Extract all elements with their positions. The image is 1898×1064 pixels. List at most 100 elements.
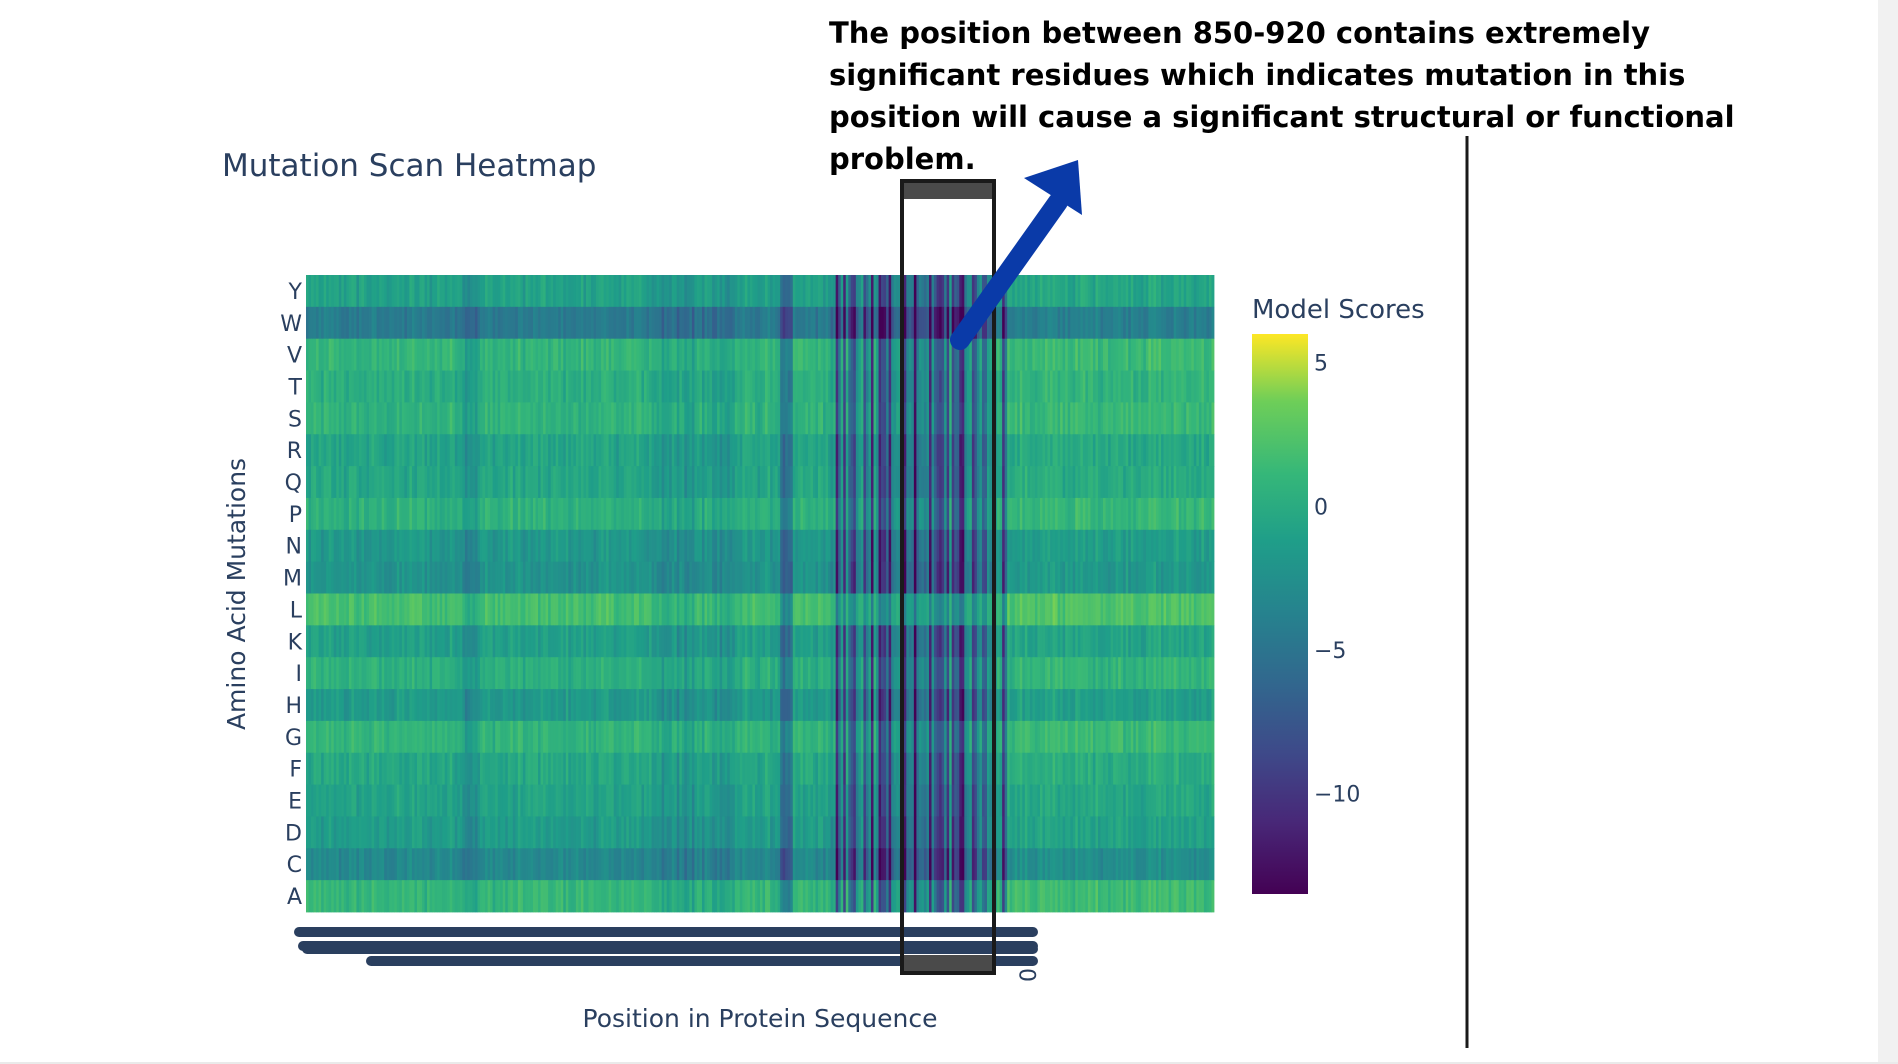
heatmap-cell [1014, 561, 1018, 594]
heatmap-cell [760, 338, 763, 371]
heatmap-cell [606, 370, 610, 403]
heatmap-cell [411, 625, 415, 658]
heatmap-cell [787, 434, 791, 467]
heatmap-cell [585, 434, 589, 467]
heatmap-cell [583, 529, 587, 563]
heatmap-cell [717, 306, 721, 340]
heatmap-cell [954, 625, 958, 658]
heatmap-cell [575, 402, 579, 435]
heatmap-cell [643, 657, 647, 690]
heatmap-cell [1145, 370, 1149, 403]
heatmap-cell [578, 306, 582, 340]
heatmap-cell [550, 338, 554, 371]
heatmap-cell [621, 625, 625, 658]
heatmap-cell [502, 625, 506, 658]
heatmap-cell [921, 657, 925, 690]
heatmap-cell [964, 370, 968, 403]
heatmap-cell [386, 338, 390, 371]
heatmap-cell [1113, 593, 1117, 626]
heatmap-cell [424, 434, 428, 467]
heatmap-cell [659, 497, 663, 531]
heatmap-cell [828, 593, 832, 626]
heatmap-cell [573, 434, 577, 467]
heatmap-cell [1034, 466, 1038, 499]
heatmap-cell [444, 306, 448, 340]
heatmap-cell [934, 402, 937, 435]
heatmap-cell [348, 338, 352, 371]
heatmap-cell [434, 561, 438, 594]
heatmap-cell [961, 689, 965, 722]
heatmap-cell [691, 466, 695, 499]
heatmap-cell [984, 657, 988, 690]
heatmap-cell [800, 466, 804, 499]
heatmap-cell [747, 402, 751, 435]
heatmap-cell [916, 370, 920, 403]
heatmap-cell [444, 370, 448, 403]
heatmap-cell [376, 657, 380, 690]
heatmap-cell [462, 338, 466, 371]
heatmap-cell [585, 466, 589, 499]
heatmap-cell [1060, 466, 1064, 499]
heatmap-cell [565, 306, 569, 340]
heatmap-cell [979, 434, 983, 467]
heatmap-cell [838, 625, 842, 658]
heatmap-cell [540, 497, 544, 531]
heatmap-cell [535, 434, 539, 467]
heatmap-cell [538, 657, 541, 690]
heatmap-cell [903, 497, 907, 531]
heatmap-cell [1166, 657, 1169, 690]
heatmap-cell [477, 657, 481, 690]
heatmap-cell [1037, 561, 1041, 594]
heatmap-cell [704, 370, 708, 403]
heatmap-cell [848, 370, 852, 403]
heatmap-cell [984, 434, 988, 467]
heatmap-cell [535, 275, 539, 308]
heatmap-cell [548, 338, 552, 371]
heatmap-cell [543, 561, 547, 594]
heatmap-cell [487, 370, 491, 403]
heatmap-cell [540, 625, 544, 658]
heatmap-cell [684, 561, 688, 594]
heatmap-cell [765, 402, 768, 435]
heatmap-cell [984, 370, 988, 403]
heatmap-cell [749, 306, 753, 340]
heatmap-cell [1103, 657, 1106, 690]
heatmap-cell [1065, 529, 1069, 563]
heatmap-cell [477, 306, 481, 340]
heatmap-cell [664, 306, 668, 340]
heatmap-cell [1128, 593, 1132, 626]
heatmap-cell [946, 657, 950, 690]
heatmap-cell [404, 434, 408, 467]
heatmap-cell [452, 497, 456, 531]
heatmap-cell [1029, 275, 1033, 308]
heatmap-cell [1176, 561, 1180, 594]
heatmap-cell [467, 275, 471, 308]
heatmap-cell [850, 466, 854, 499]
heatmap-cell [717, 402, 721, 435]
heatmap-cell [1029, 338, 1033, 371]
heatmap-cell [601, 657, 605, 690]
heatmap-cell [369, 370, 372, 403]
heatmap-cell [878, 689, 882, 722]
heatmap-cell [424, 338, 428, 371]
heatmap-cell [830, 561, 834, 594]
heatmap-cell [858, 338, 862, 371]
heatmap-cell [944, 497, 948, 531]
heatmap-cell [878, 625, 882, 658]
heatmap-cell [626, 402, 630, 435]
heatmap-cell [643, 370, 647, 403]
heatmap-cell [545, 593, 549, 626]
heatmap-cell [482, 434, 486, 467]
heatmap-cell [636, 657, 640, 690]
heatmap-cell [1206, 338, 1210, 371]
heatmap-cell [855, 402, 859, 435]
heatmap-cell [563, 689, 567, 722]
heatmap-cell [550, 625, 554, 658]
heatmap-cell [782, 593, 786, 626]
heatmap-cell [954, 497, 958, 531]
heatmap-cell [782, 338, 786, 371]
heatmap-cell [840, 402, 844, 435]
heatmap-cell [1155, 657, 1159, 690]
heatmap-cell [956, 561, 960, 594]
heatmap-cell [527, 466, 531, 499]
